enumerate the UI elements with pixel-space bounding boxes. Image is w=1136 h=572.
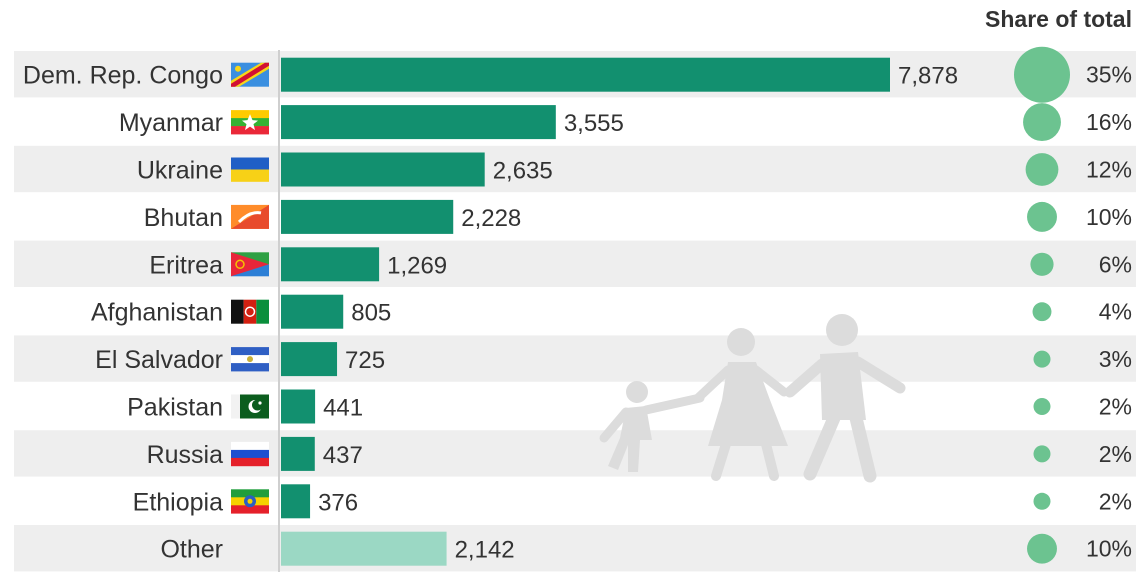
row-band [14, 430, 1136, 477]
share-label: 2% [1099, 441, 1132, 467]
share-label: 3% [1099, 346, 1132, 372]
bar [281, 484, 311, 519]
chart-marks: Dem. Rep. Congo 7,878 35% Myanmar 3,555 16% Uk… [23, 46, 1132, 566]
row-band [14, 335, 1136, 382]
family-walking-icon [599, 314, 906, 483]
share-bubble [1033, 445, 1051, 463]
value-label: 3,555 [564, 110, 624, 137]
bar [281, 531, 447, 566]
value-label: 805 [351, 300, 391, 327]
share-bubble [1033, 492, 1051, 510]
category-label: Afghanistan [91, 299, 223, 327]
share-label: 12% [1086, 157, 1132, 183]
bar [281, 199, 454, 234]
share-label: 35% [1086, 62, 1132, 88]
row-band [14, 240, 1136, 287]
bar [281, 152, 485, 187]
congo-flag [231, 62, 269, 87]
bar [281, 389, 316, 424]
share-bubble [1014, 46, 1070, 103]
category-label: Eritrea [149, 251, 223, 279]
bar [281, 105, 556, 140]
share-bubble [1027, 533, 1057, 564]
value-label: 441 [323, 395, 363, 422]
category-label: Bhutan [144, 204, 223, 232]
share-bubble [1030, 252, 1054, 276]
share-label: 10% [1086, 204, 1132, 230]
value-label: 1,269 [387, 252, 447, 279]
category-label: Other [160, 536, 223, 564]
value-label: 2,142 [455, 537, 515, 564]
category-label: Russia [147, 441, 224, 469]
share-label: 2% [1099, 488, 1132, 514]
share-bubble [1027, 201, 1057, 232]
share-bubble [1025, 153, 1059, 186]
russia-flag [231, 441, 269, 467]
category-label: El Salvador [95, 346, 223, 374]
eritrea-flag [231, 252, 269, 277]
bar [281, 436, 315, 471]
share-label: 10% [1086, 536, 1132, 562]
category-label: Dem. Rep. Congo [23, 62, 223, 90]
value-label: 2,228 [461, 205, 521, 232]
ukraine-flag [231, 157, 269, 182]
row-band [14, 145, 1136, 193]
category-label: Ukraine [137, 157, 223, 185]
pakistan-flag [231, 394, 269, 419]
category-label: Myanmar [119, 109, 223, 137]
value-label: 376 [318, 489, 358, 516]
bar [281, 57, 890, 92]
bar [281, 294, 344, 329]
share-label: 16% [1086, 109, 1132, 135]
myanmar-flag [231, 110, 269, 135]
value-label: 7,878 [898, 63, 958, 90]
share-header: Share of total [985, 6, 1132, 32]
row-band [14, 525, 1136, 572]
el-salvador-flag [231, 347, 269, 372]
share-bubble [1032, 302, 1052, 322]
value-label: 437 [323, 442, 363, 469]
share-bubble [1033, 350, 1051, 368]
bar [281, 342, 338, 377]
afghanistan-flag [231, 299, 269, 324]
category-label: Ethiopia [133, 488, 223, 516]
share-label: 4% [1099, 299, 1132, 325]
row-bands [14, 51, 1136, 572]
category-label: Pakistan [127, 394, 223, 422]
share-bubble [1023, 103, 1061, 142]
share-label: 2% [1099, 394, 1132, 420]
bhutan-flag [231, 204, 269, 229]
value-label: 2,635 [493, 158, 553, 185]
share-bubble [1033, 398, 1051, 415]
bar [281, 247, 380, 282]
ethiopia-flag [231, 489, 269, 514]
share-label: 6% [1099, 251, 1132, 277]
value-label: 725 [345, 347, 385, 374]
